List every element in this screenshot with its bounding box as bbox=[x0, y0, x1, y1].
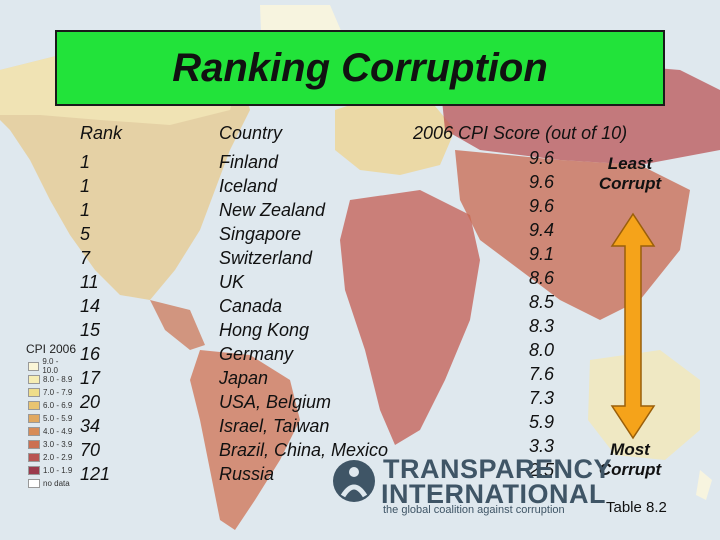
score-cell: 7.6 bbox=[528, 364, 554, 384]
map-new-zealand bbox=[696, 470, 712, 500]
score-cell: 9.6 bbox=[528, 148, 554, 168]
most-corrupt-label: Most Corrupt bbox=[590, 440, 670, 480]
legend-item: 5.0 - 5.9 bbox=[28, 413, 74, 423]
country-cell: Israel, Taiwan bbox=[219, 416, 330, 436]
legend-item: 4.0 - 4.9 bbox=[28, 426, 74, 436]
country-cell: Russia bbox=[219, 464, 275, 484]
rank-header: Rank bbox=[80, 123, 123, 143]
score-cell: 8.6 bbox=[528, 268, 554, 288]
country-cell: Iceland bbox=[219, 176, 278, 196]
legend-label: no data bbox=[43, 478, 70, 488]
logo-line-1: TRANSPARENCY bbox=[383, 454, 613, 484]
legend-swatch bbox=[28, 426, 40, 436]
legend-swatch bbox=[28, 465, 40, 475]
score-cell: 9.4 bbox=[528, 220, 554, 240]
country-cell: Canada bbox=[219, 296, 283, 316]
rank-cell: 7 bbox=[80, 248, 91, 268]
legend-swatch bbox=[28, 478, 40, 488]
score-header: 2006 CPI Score (out of 10) bbox=[413, 123, 628, 143]
legend-title: CPI 2006 bbox=[26, 342, 77, 356]
most-line-1: Most bbox=[610, 440, 650, 459]
score-cell: 9.1 bbox=[528, 244, 554, 264]
legend-swatch bbox=[28, 439, 40, 449]
legend-item: 3.0 - 3.9 bbox=[28, 439, 74, 449]
map-central-america bbox=[150, 300, 205, 350]
score-cell: 3.3 bbox=[528, 436, 554, 456]
least-line-1: Least bbox=[607, 154, 653, 173]
score-cell: 9.6 bbox=[528, 172, 554, 192]
country-cell: New Zealand bbox=[219, 200, 326, 220]
legend-item: 9.0 - 10.0 bbox=[28, 357, 74, 375]
legend-swatch bbox=[28, 400, 40, 410]
score-cell: 9.6 bbox=[528, 196, 554, 216]
legend-swatch bbox=[28, 361, 40, 371]
legend-label: 3.0 - 3.9 bbox=[43, 439, 73, 449]
rank-cell: 15 bbox=[80, 320, 101, 340]
country-header: Country bbox=[219, 123, 283, 143]
least-corrupt-label: Least Corrupt bbox=[590, 154, 670, 194]
score-cell: 8.5 bbox=[528, 292, 554, 312]
rank-cell: 16 bbox=[80, 344, 101, 364]
legend-label: 7.0 - 7.9 bbox=[43, 387, 73, 397]
rank-cell: 1 bbox=[80, 200, 91, 220]
country-cell: UK bbox=[219, 272, 245, 292]
slide-title: Ranking Corruption bbox=[172, 45, 548, 90]
legend-item: 2.0 - 2.9 bbox=[28, 452, 74, 462]
score-cell: 8.0 bbox=[528, 340, 554, 360]
legend-label: 1.0 - 1.9 bbox=[43, 465, 73, 475]
double-arrow-icon bbox=[610, 212, 656, 440]
legend-label: 9.0 - 10.0 bbox=[42, 357, 59, 375]
country-cell: Japan bbox=[219, 368, 269, 388]
legend-label: 4.0 - 4.9 bbox=[43, 426, 73, 436]
legend-label: 8.0 - 8.9 bbox=[43, 374, 73, 384]
score-cell: 8.3 bbox=[528, 316, 554, 336]
rank-cell: 14 bbox=[80, 296, 101, 316]
rank-cell: 11 bbox=[80, 272, 99, 292]
logo-line-2: INTERNATIONAL bbox=[381, 479, 606, 509]
logo-tagline: the global coalition against corruption bbox=[383, 504, 565, 516]
country-cell: Brazil, China, Mexico bbox=[219, 440, 389, 460]
legend-swatch bbox=[28, 452, 40, 462]
map-australia bbox=[588, 350, 700, 460]
legend-swatch bbox=[28, 387, 40, 397]
country-cell: Singapore bbox=[219, 224, 302, 244]
country-cell: Switzerland bbox=[219, 248, 313, 268]
score-cell: 5.9 bbox=[528, 412, 554, 432]
score-cell: 2.5 bbox=[528, 460, 554, 480]
map-africa bbox=[340, 190, 480, 445]
country-cell: Finland bbox=[219, 152, 279, 172]
legend-item: 8.0 - 8.9 bbox=[28, 374, 74, 384]
legend-label: 6.0 - 6.9 bbox=[43, 400, 73, 410]
country-cell: Germany bbox=[219, 344, 294, 364]
legend-label: 5.0 - 5.9 bbox=[43, 413, 73, 423]
rank-cell: 121 bbox=[80, 464, 111, 484]
country-cell: Hong Kong bbox=[219, 320, 310, 340]
title-box: Ranking Corruption bbox=[55, 30, 665, 106]
map-south-america bbox=[190, 350, 300, 530]
legend-item: no data bbox=[28, 478, 74, 488]
legend-item: 1.0 - 1.9 bbox=[28, 465, 74, 475]
score-cell: 7.3 bbox=[528, 388, 554, 408]
legend-swatch bbox=[28, 413, 40, 423]
most-line-2: Corrupt bbox=[598, 460, 662, 479]
rank-cell: 5 bbox=[80, 224, 91, 244]
rank-cell: 20 bbox=[80, 392, 101, 412]
map-europe bbox=[335, 95, 455, 175]
rank-cell: 1 bbox=[80, 152, 91, 172]
legend-item: 6.0 - 6.9 bbox=[28, 400, 74, 410]
rank-cell: 17 bbox=[80, 368, 101, 388]
transparency-logo-icon bbox=[333, 460, 375, 502]
legend-swatch bbox=[28, 374, 40, 384]
legend-item: 7.0 - 7.9 bbox=[28, 387, 74, 397]
legend-label: 2.0 - 2.9 bbox=[43, 452, 73, 462]
rank-cell: 1 bbox=[80, 176, 91, 196]
table-label: Table 8.2 bbox=[606, 499, 667, 516]
least-line-2: Corrupt bbox=[598, 174, 662, 193]
rank-cell: 34 bbox=[80, 416, 101, 436]
rank-cell: 70 bbox=[80, 440, 101, 460]
country-cell: USA, Belgium bbox=[219, 392, 332, 412]
